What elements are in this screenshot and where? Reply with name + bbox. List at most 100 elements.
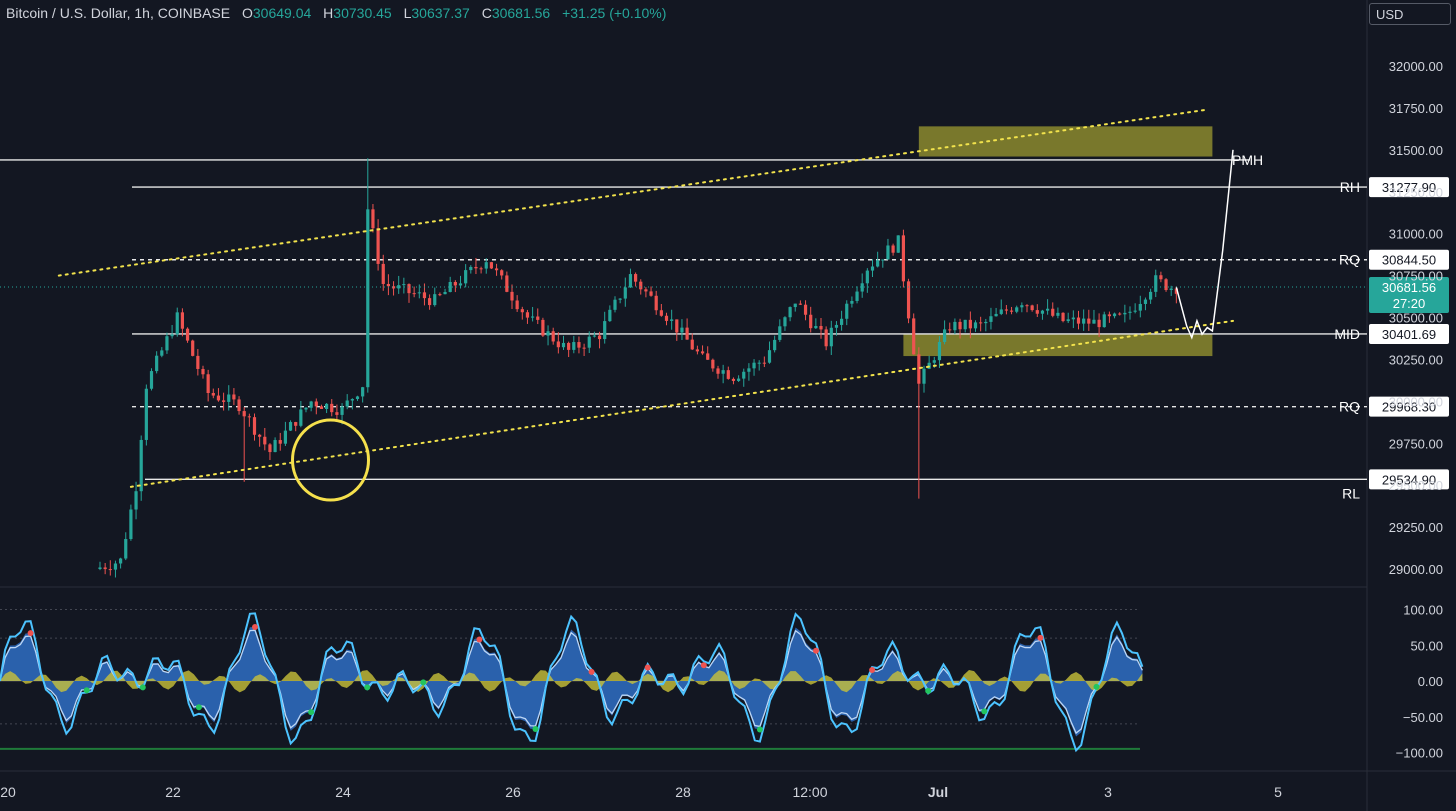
symbol-title: Bitcoin / U.S. Dollar, 1h, COINBASE [6,5,231,21]
candle-body [685,327,689,340]
candle-body [294,422,298,426]
candle-body [881,259,885,261]
candle-body [587,336,591,348]
candle-body [371,209,375,229]
candle-body [129,509,133,540]
candle-body [700,351,705,354]
trendline-1 [57,108,1209,277]
candle-body [628,274,633,288]
candle-body [886,245,890,260]
level-price-box-5 [1369,469,1449,490]
level-name-4: RQ [1339,399,1360,415]
candle-body [644,289,648,292]
candle-body [1097,319,1101,328]
candle-body [160,350,164,356]
candle-body [634,274,638,282]
candle-body [1154,275,1158,292]
candle-body [618,298,622,300]
candle-body [458,283,463,286]
candle-body [283,430,287,444]
high-value: 30730.45 [333,5,392,21]
price-tick-7: 30250.00 [1389,352,1443,367]
candle-body [314,401,318,407]
candle-body [716,368,720,374]
level-price-box-3 [1369,323,1449,344]
candle-body [994,313,998,317]
candle-body [917,354,921,384]
price-tick-10: 29500.00 [1389,478,1443,493]
osc-dot [813,647,819,654]
candle-body [901,235,905,282]
candle-body [180,312,184,329]
candle-body [783,317,787,327]
osc-dot [588,668,595,675]
candle-body [829,327,833,347]
low-label: L [403,5,412,21]
candle-body [247,416,251,418]
level-price-label-2: 30844.50 [1382,253,1436,268]
candle-body [1133,310,1137,312]
candle-body [268,444,272,453]
candle-body [747,368,751,372]
candle-body [350,399,354,401]
osc-tick-4: −100.00 [1396,746,1443,761]
candle-body [98,567,102,569]
osc-dot [27,630,34,637]
osc-dot [1093,683,1100,690]
time-tick-1: 22 [165,784,181,800]
osc-dot [869,666,876,673]
candle-body [582,347,586,349]
osc-dot [532,725,539,732]
candle-body [742,371,746,379]
candle-body [567,342,571,350]
candle-body [366,209,370,388]
osc-dot [644,664,651,671]
candle-body [407,284,411,294]
level-name-3: MID [1334,326,1360,342]
candle-body [258,434,262,437]
candle-body [149,371,154,389]
candle-body [361,387,365,397]
level-name-2: RQ [1339,252,1360,268]
osc-dot [420,679,427,686]
candle-body [536,316,540,320]
candle-body [144,388,148,440]
candle-body [211,393,215,396]
level-price-box-2 [1369,249,1449,270]
candle-body [505,275,509,292]
candle-body [726,370,730,379]
candle-body [448,281,452,292]
candle-body [474,266,478,269]
osc-dot [700,662,707,669]
candle-body [695,349,699,352]
candle-body [397,285,401,289]
time-tick-6: Jul [928,784,948,800]
osc-dot [756,726,763,733]
highlight-circle [291,418,370,502]
candle-body [428,298,432,306]
osc-dot [981,708,988,715]
current-price-label: 30681.56 [1382,280,1436,295]
time-tick-3: 26 [505,784,521,800]
change-value: +31.25 (+0.10%) [562,5,667,21]
zone-2 [903,334,1213,357]
candle-body [1035,310,1039,314]
candle-body [438,294,442,296]
candle-body [608,309,612,322]
close-value: 30681.56 [491,5,551,21]
oscillator-series [0,612,1144,753]
candle-body [896,235,900,253]
osc-dot [195,704,202,711]
candle-body [108,569,112,571]
candle-body [1020,305,1024,308]
osc-money-flow [0,670,1143,693]
candle-body [999,309,1003,314]
candle-body [546,331,550,336]
candle-body [757,362,761,364]
candle-body [304,407,308,410]
candle-body [433,294,437,306]
candle-body [943,329,947,342]
currency-selector[interactable]: USD [1369,3,1451,25]
open-value: 30649.04 [252,5,312,21]
